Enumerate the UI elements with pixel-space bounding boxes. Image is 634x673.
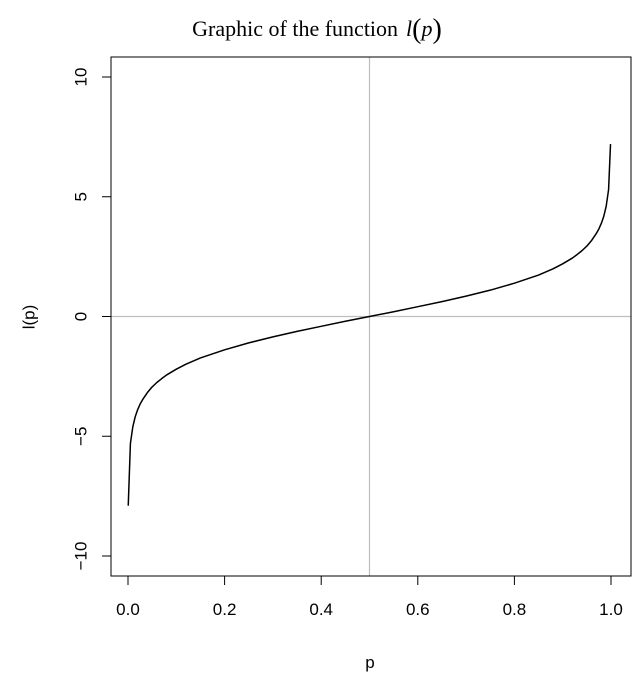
chart-title: Graphic of the function l(p): [0, 14, 634, 46]
x-axis: 0.0 0.2 0.4 0.6 0.8 1.0: [116, 575, 623, 619]
y-tick-label: 0: [71, 312, 90, 321]
y-tick-label: 5: [71, 192, 90, 201]
y-tick-label: 10: [71, 68, 90, 87]
title-math-close-paren: ): [432, 14, 442, 45]
title-math-open-paren: (: [412, 14, 422, 45]
series-layer: [127, 144, 612, 506]
x-axis-label: p: [365, 653, 374, 672]
x-tick-label: 0.6: [406, 600, 430, 619]
y-axis: −10 −5 0 5 10: [71, 68, 112, 571]
title-math-arg: p: [421, 16, 433, 41]
title-math-fn: l: [406, 16, 413, 41]
x-tick-label: 0.0: [116, 600, 140, 619]
x-tick-label: 1.0: [599, 600, 623, 619]
x-tick-label: 0.4: [309, 600, 333, 619]
chart-title-text: Graphic of the function: [192, 16, 399, 41]
x-tick-label: 0.2: [213, 600, 237, 619]
y-tick-label: −10: [71, 542, 90, 571]
chart-title-math: l(p): [406, 14, 442, 45]
y-axis-label: l(p): [19, 305, 38, 330]
x-tick-label: 0.8: [503, 600, 527, 619]
y-tick-label: −5: [71, 427, 90, 446]
series-line-0: [127, 144, 612, 506]
